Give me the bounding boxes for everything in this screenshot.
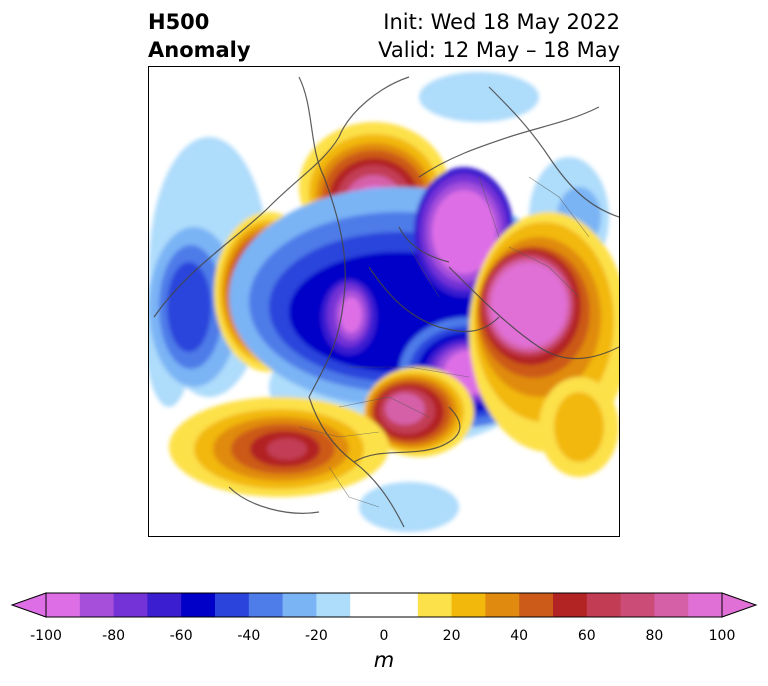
- colorbar-segment: [519, 593, 554, 617]
- colorbar-segment: [248, 593, 284, 617]
- colorbar-segment: [215, 593, 250, 617]
- colorbar-segment: [316, 593, 351, 617]
- colorbar: [10, 592, 758, 618]
- title-line-1: H500: [148, 10, 210, 34]
- valid-range: Valid: 12 May – 18 May: [378, 38, 620, 62]
- map-title: H500 Anomaly: [148, 8, 251, 64]
- colorbar-segment: [79, 593, 115, 617]
- colorbar-segment: [485, 593, 520, 617]
- colorbar-tick-label: 60: [577, 628, 596, 644]
- colorbar-unit-label: m: [373, 648, 395, 672]
- colorbar-tick-label: -80: [102, 628, 126, 644]
- colorbar-tick-label: -40: [237, 628, 261, 644]
- colorbar-segment: [586, 593, 622, 617]
- colorbar-min-arrow: [10, 592, 47, 618]
- colorbar-segment: [113, 593, 148, 617]
- colorbar-outline: [45, 592, 723, 618]
- colorbar-segment: [553, 593, 588, 617]
- init-date: Init: Wed 18 May 2022: [383, 10, 620, 34]
- colorbar-segment: [147, 593, 182, 617]
- anomaly-field: [149, 72, 619, 532]
- colorbar-tick-label: 0: [379, 628, 389, 644]
- colorbar-tick-label: 40: [510, 628, 529, 644]
- colorbar-segment: [417, 593, 453, 617]
- colorbar-tick-label: 80: [645, 628, 664, 644]
- colorbar-segment: [181, 593, 216, 617]
- colorbar-tick-label: 100: [708, 628, 736, 644]
- map-date-info: Init: Wed 18 May 2022 Valid: 12 May – 18…: [378, 8, 620, 64]
- colorbar-max-arrow: [721, 592, 758, 618]
- colorbar-segment: [350, 593, 385, 617]
- anomaly-map: [148, 66, 620, 537]
- colorbar-segment: [451, 593, 486, 617]
- colorbar-segment: [620, 593, 655, 617]
- colorbar-segment: [46, 593, 81, 617]
- colorbar-segment: [384, 593, 419, 617]
- colorbar-tick-label: -100: [30, 628, 62, 644]
- colorbar-segment: [688, 593, 723, 617]
- colorbar-segment: [282, 593, 317, 617]
- colorbar-tick-label: -20: [304, 628, 328, 644]
- colorbar-segment: [654, 593, 689, 617]
- colorbar-tick-label: 20: [442, 628, 461, 644]
- title-line-2: Anomaly: [148, 38, 251, 62]
- colorbar-tick-label: -60: [169, 628, 193, 644]
